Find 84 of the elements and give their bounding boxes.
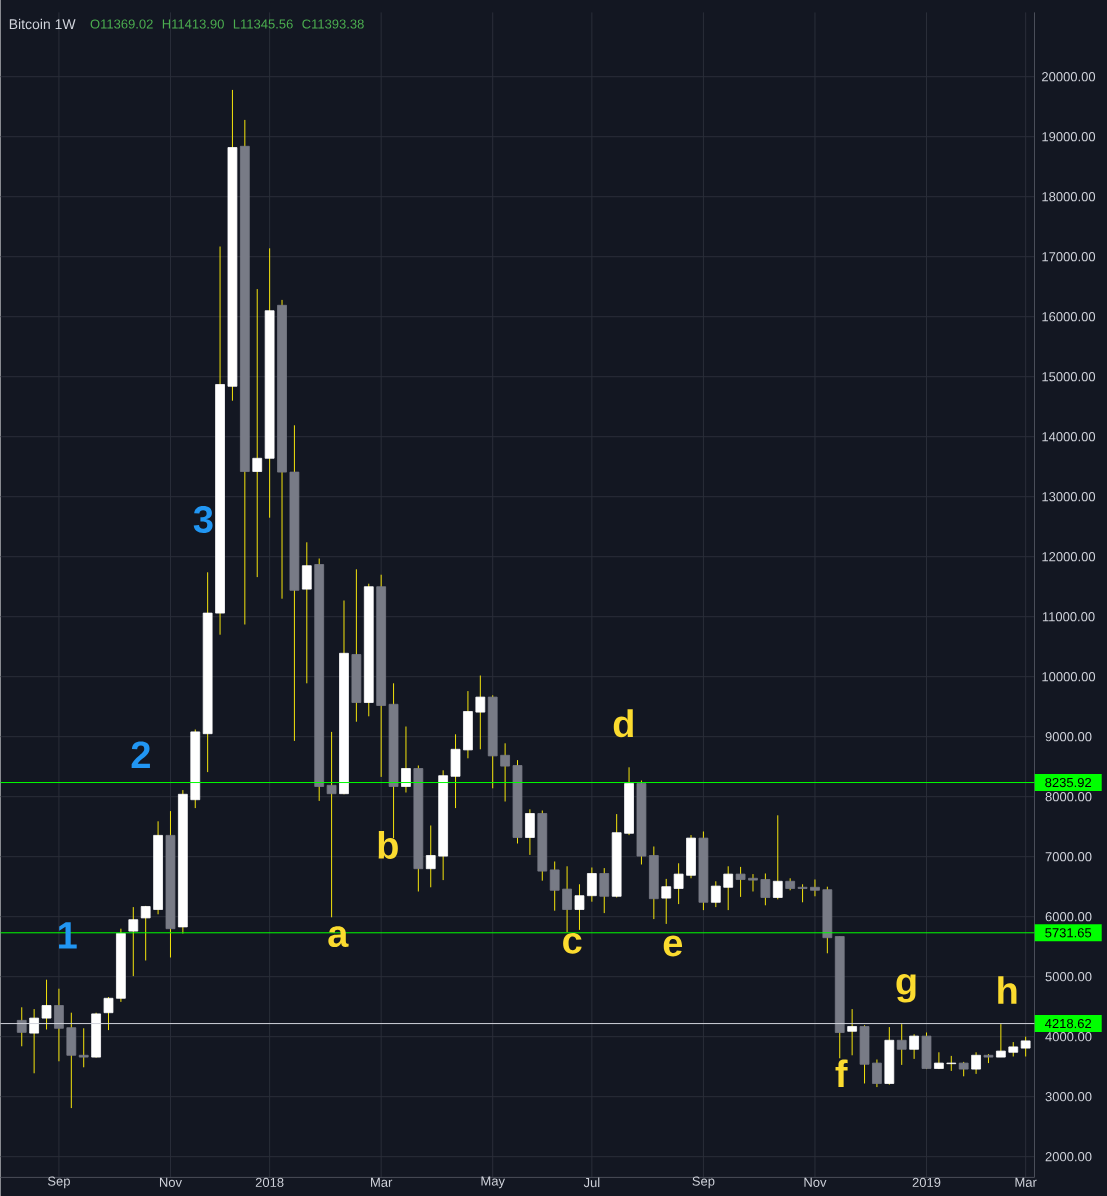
candlestick (16, 1006, 27, 1047)
candlestick (661, 878, 671, 925)
x-tick-label: Nov (159, 1177, 182, 1187)
candlestick (500, 742, 510, 802)
candlestick (970, 1051, 981, 1075)
candlestick (475, 675, 485, 750)
candlestick (735, 866, 746, 898)
y-tick-label: 10000.00 (1042, 672, 1095, 682)
candlestick (933, 1051, 944, 1070)
x-tick-label: 2018 (255, 1177, 284, 1187)
candlestick (710, 880, 721, 908)
candlestick (747, 873, 758, 892)
candlestick (760, 873, 771, 906)
candlestick (524, 808, 535, 856)
y-tick-label: 17000.00 (1042, 252, 1095, 262)
y-tick-label: 15000.00 (1042, 372, 1095, 382)
candlestick (723, 865, 733, 911)
candlestick (809, 879, 820, 897)
y-tick-label: 3000.00 (1045, 1092, 1092, 1102)
y-tick-label: 14000.00 (1042, 432, 1095, 442)
candlestick (78, 1027, 89, 1068)
candlestick (574, 883, 585, 931)
y-tick-label: 6000.00 (1045, 912, 1092, 922)
candlestick (909, 1033, 919, 1060)
candlestick (252, 288, 262, 578)
candlestick (140, 905, 151, 961)
ref-line-label: 8235.92 (1045, 777, 1091, 788)
y-tick-label: 19000.00 (1042, 132, 1095, 142)
y-tick-label: 11000.00 (1042, 612, 1095, 622)
annotation: O11369.02 (90, 19, 153, 29)
candlestick (400, 726, 411, 793)
x-tick-label: 2019 (912, 1177, 941, 1187)
y-tick-label: 9000.00 (1045, 732, 1092, 742)
y-tick-label: 2000.00 (1045, 1152, 1092, 1162)
x-tick-label: Sep (692, 1176, 715, 1189)
candlestick (549, 861, 560, 912)
annotation: c (562, 932, 582, 954)
x-tick-label: Nov (804, 1177, 827, 1187)
y-tick-label: 8000.00 (1045, 792, 1092, 802)
candlestick (41, 979, 52, 1030)
candlestick (586, 867, 597, 903)
annotation: 2 (131, 741, 150, 768)
annotation: f (835, 1059, 848, 1088)
y-tick-label: 13000.00 (1042, 492, 1095, 502)
y-tick-label: 18000.00 (1042, 192, 1095, 202)
y-tick-label: 4000.00 (1045, 1032, 1092, 1042)
candlestick (896, 1023, 907, 1066)
ref-line-label: 4218.62 (1044, 1018, 1091, 1029)
candlestick (561, 865, 572, 933)
candlestick (599, 867, 609, 914)
y-tick-label: 7000.00 (1045, 852, 1092, 862)
candlestick (29, 1008, 39, 1074)
annotation: L11345.56 (233, 19, 293, 29)
y-tick-label: 16000.00 (1042, 312, 1095, 322)
annotation: h (998, 976, 1017, 1004)
y-tick-label: 12000.00 (1042, 552, 1095, 562)
x-tick-label: Mar (370, 1177, 392, 1187)
candlestick (847, 1008, 857, 1056)
annotation: b (378, 831, 398, 859)
y-tick-label: 5000.00 (1045, 972, 1092, 982)
candlestick (1020, 1036, 1031, 1057)
annotation: d (613, 709, 633, 738)
x-tick-label: Mar (1015, 1177, 1037, 1187)
annotation: g (896, 974, 916, 1003)
annotation: e (663, 935, 682, 957)
annotation: H11413.90 (162, 19, 224, 29)
candlestick (772, 814, 783, 900)
x-tick-label: Sep (47, 1176, 70, 1189)
candlestick (995, 1023, 1006, 1058)
candlestick (871, 1058, 882, 1088)
candlestick (326, 731, 337, 918)
candlestick (673, 862, 684, 905)
x-tick-label: May (481, 1176, 505, 1189)
annotation: 3 (193, 506, 213, 533)
ref-line-label: 5731.65 (1044, 928, 1091, 938)
candlestick (128, 906, 138, 977)
chart-title: Bitcoin 1W (9, 18, 76, 30)
candlestick (53, 988, 64, 1062)
x-tick-label: Jul (583, 1177, 600, 1188)
y-tick-label: 20000.00 (1041, 72, 1095, 82)
candlestick (301, 541, 312, 684)
candlestick (425, 825, 436, 888)
candlestick (103, 996, 114, 1031)
annotation: C11393.38 (302, 19, 364, 29)
